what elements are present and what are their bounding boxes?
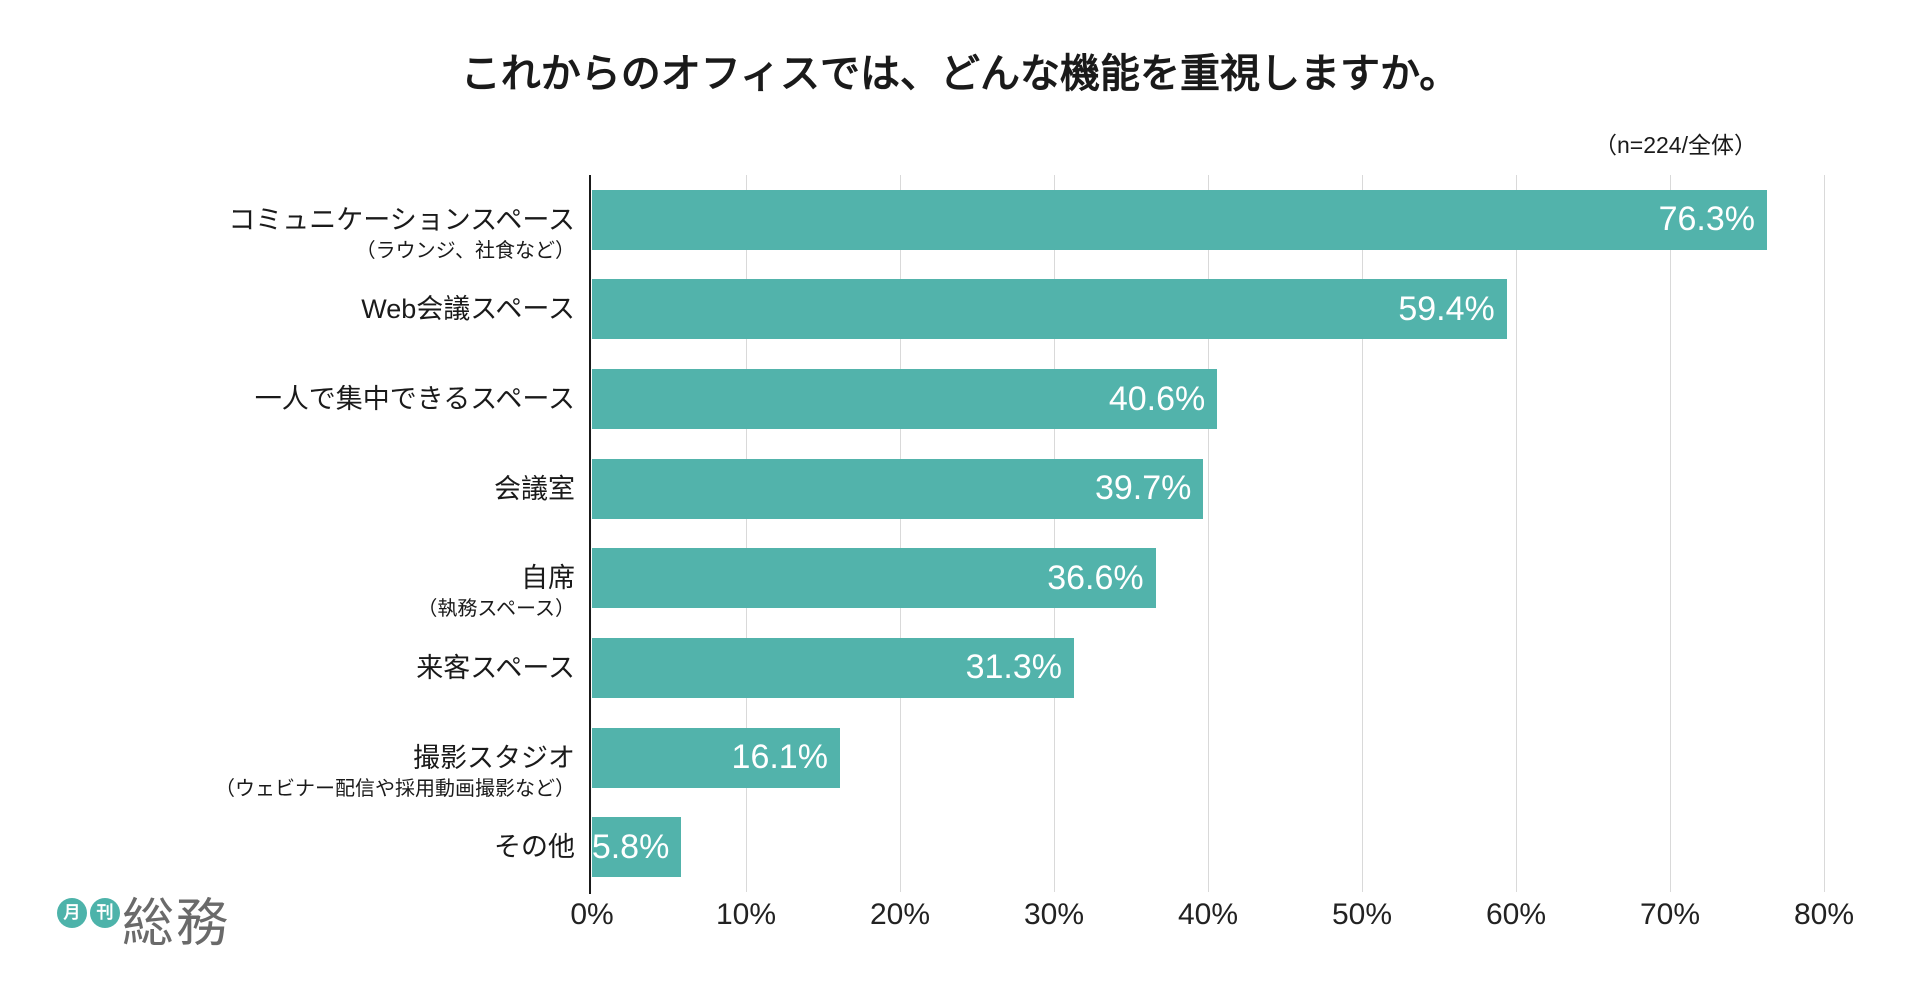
category-label: 撮影スタジオ （ウェビナー配信や採用動画撮影など） (215, 740, 575, 803)
x-axis-tick-label: 30% (1023, 898, 1085, 931)
category-label-main: 来客スペース (416, 652, 575, 683)
gridline (900, 175, 901, 892)
x-axis-tick-label: 50% (1331, 898, 1393, 931)
category-label-main: 自席 (521, 563, 575, 594)
x-axis-tick-label: 0% (570, 898, 614, 931)
gridline (1362, 175, 1363, 892)
bar-value-label: 59.4% (1398, 289, 1495, 328)
x-axis-tick-label: 80% (1793, 898, 1855, 931)
category-label: 一人で集中できるスペース (255, 381, 575, 417)
bar: 39.7% (592, 458, 1204, 519)
logo-month-badge: 月 (57, 898, 87, 928)
bar: 59.4% (592, 279, 1507, 340)
bar-value-label: 39.7% (1094, 469, 1192, 508)
logo-wordmark: 総務 (122, 895, 231, 953)
bar: 76.3% (592, 189, 1768, 250)
bar: 40.6% (592, 369, 1218, 430)
category-label: 自席 （執務スペース） (417, 560, 575, 623)
gridline (1208, 175, 1209, 892)
bar-value-label: 16.1% (731, 738, 828, 777)
category-label: その他 (494, 829, 575, 865)
bar-value-label: 40.6% (1108, 379, 1206, 418)
category-label-sub: （ラウンジ、社食など） (355, 239, 575, 262)
bar-value-label: 76.3% (1658, 200, 1756, 239)
gridline (746, 175, 747, 892)
sample-size-note: （n=224/全体） (1594, 132, 1757, 158)
bar: 36.6% (592, 548, 1156, 609)
category-label-sub: （ウェビナー配信や採用動画撮影など） (215, 777, 575, 800)
category-label-main: 一人で集中できるスペース (254, 384, 575, 415)
x-axis-tick-label: 70% (1639, 898, 1701, 931)
category-axis-line (589, 175, 591, 894)
category-label: 来客スペース (416, 650, 575, 686)
bar-value-label: 36.6% (1047, 558, 1144, 597)
category-label-sub: （執務スペース） (417, 598, 575, 621)
x-axis-tick-label: 10% (715, 898, 777, 931)
x-axis-tick-label: 40% (1177, 898, 1239, 931)
bar: 31.3% (592, 637, 1075, 698)
bar: 16.1% (592, 727, 840, 788)
bar: 5.8% (591, 817, 682, 878)
category-label-main: その他 (494, 832, 575, 863)
category-label-main: 会議室 (494, 473, 575, 504)
category-label: Web会議スペース (361, 291, 575, 327)
gridline (1516, 175, 1517, 892)
x-axis-tick-label: 20% (869, 898, 931, 931)
category-label-main: コミュニケーションスペース (228, 204, 575, 235)
gridline (1824, 175, 1825, 892)
chart-title: これからのオフィスでは、どんな機能を重視しますか。 (460, 52, 1460, 96)
category-label-main: Web会議スペース (361, 294, 575, 325)
category-label: コミュニケーションスペース （ラウンジ、社食など） (228, 202, 575, 265)
gridline (1054, 175, 1055, 892)
bar-value-label: 5.8% (591, 827, 670, 866)
logo-kan-badge: 刊 (90, 898, 120, 928)
category-label-main: 撮影スタジオ (413, 742, 575, 773)
gridline (1670, 175, 1671, 892)
x-axis-tick-label: 60% (1485, 898, 1547, 931)
bar-value-label: 31.3% (965, 648, 1063, 687)
category-label: 会議室 (494, 471, 575, 507)
